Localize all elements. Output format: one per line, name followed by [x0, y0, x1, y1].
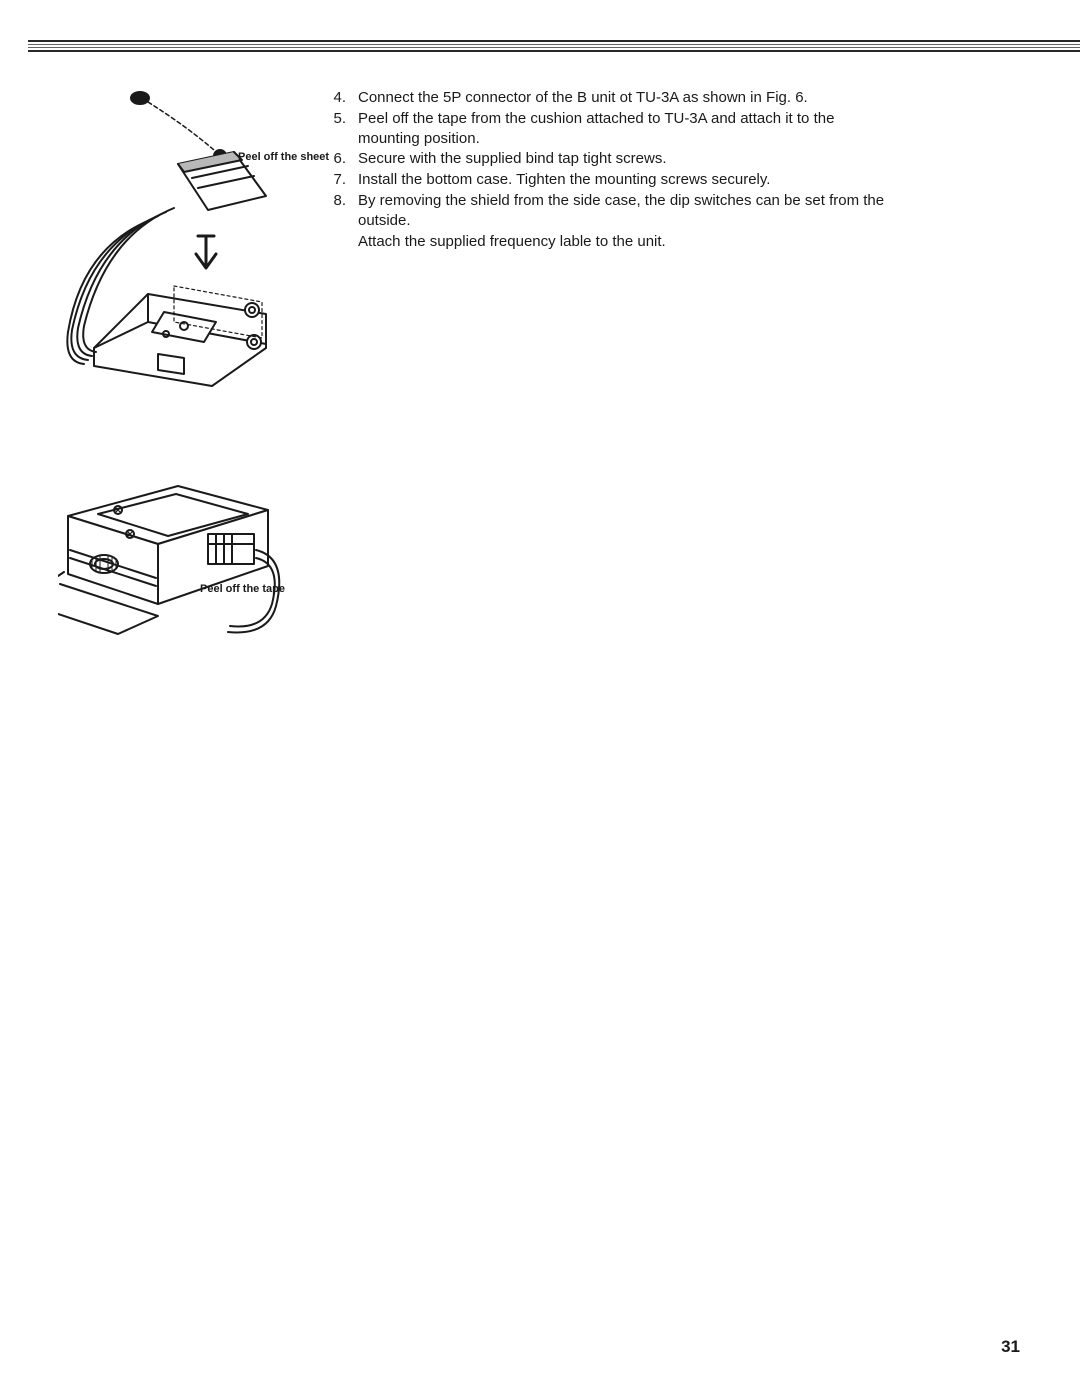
instruction-item: 8.By removing the shield from the side c… — [326, 191, 896, 231]
figure-top-callout: Peel off the sheet — [238, 151, 329, 163]
instruction-item: 6.Secure with the supplied bind tap tigh… — [326, 149, 896, 169]
figure-bottom-callout: Peel off the tape — [200, 583, 285, 595]
instruction-item: 4.Connect the 5P connector of the B unit… — [326, 88, 896, 108]
instruction-number: 5. — [326, 109, 358, 149]
instruction-item: 5.Peel off the tape from the cushion att… — [326, 109, 896, 149]
instruction-number: 4. — [326, 88, 358, 108]
instruction-list: 4.Connect the 5P connector of the B unit… — [326, 88, 896, 251]
instruction-text: Peel off the tape from the cushion attac… — [358, 109, 896, 149]
instruction-number: 7. — [326, 170, 358, 190]
instruction-text: Secure with the supplied bind tap tight … — [358, 149, 896, 169]
figure-peel-tape — [58, 456, 318, 656]
instruction-text: Connect the 5P connector of the B unit o… — [358, 88, 896, 108]
page-number: 31 — [1001, 1337, 1020, 1357]
instruction-number: 8. — [326, 191, 358, 231]
instruction-text: Install the bottom case. Tighten the mou… — [358, 170, 896, 190]
instruction-item: 7.Install the bottom case. Tighten the m… — [326, 170, 896, 190]
instruction-number: 6. — [326, 149, 358, 169]
figure-peel-sheet — [66, 86, 326, 396]
instruction-trailing: Attach the supplied frequency lable to t… — [326, 232, 896, 252]
header-rule — [28, 40, 1080, 56]
instruction-text: By removing the shield from the side cas… — [358, 191, 896, 231]
